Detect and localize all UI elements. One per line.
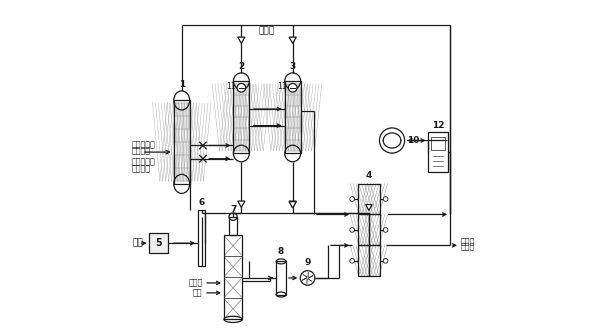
- Text: 空气: 空气: [132, 239, 143, 248]
- Bar: [198, 210, 205, 267]
- Bar: [358, 214, 379, 245]
- Text: 11: 11: [226, 81, 236, 91]
- Text: 5: 5: [155, 238, 162, 248]
- Text: 硫酸: 硫酸: [193, 288, 202, 297]
- Bar: [224, 235, 242, 319]
- Circle shape: [383, 259, 388, 263]
- Text: 3: 3: [289, 62, 296, 71]
- Bar: [358, 245, 379, 276]
- Text: 1: 1: [179, 80, 185, 89]
- Bar: [174, 101, 189, 184]
- Bar: [432, 137, 445, 150]
- Circle shape: [350, 259, 355, 263]
- Bar: [233, 81, 249, 154]
- Text: 低温甲醇洗: 低温甲醇洗: [132, 158, 156, 167]
- Text: 炬系统: 炬系统: [461, 242, 475, 252]
- Circle shape: [288, 84, 297, 92]
- Polygon shape: [238, 201, 245, 207]
- Polygon shape: [289, 201, 296, 207]
- Polygon shape: [238, 37, 245, 43]
- Text: 工艺尾气: 工艺尾气: [132, 164, 151, 173]
- Polygon shape: [289, 202, 296, 208]
- Polygon shape: [366, 204, 372, 210]
- Polygon shape: [289, 37, 296, 43]
- Text: 低温甲醇洗: 低温甲醇洗: [132, 140, 156, 149]
- Text: 6: 6: [198, 198, 205, 207]
- Text: 12: 12: [432, 121, 445, 130]
- Bar: [285, 81, 301, 154]
- Text: 10: 10: [407, 136, 420, 145]
- Bar: [229, 217, 237, 235]
- Text: 9: 9: [304, 259, 311, 267]
- Bar: [358, 184, 379, 214]
- Text: 8: 8: [278, 247, 284, 256]
- Text: 4: 4: [366, 171, 372, 180]
- Bar: [429, 132, 448, 172]
- Text: 工艺尾气: 工艺尾气: [132, 146, 151, 155]
- Circle shape: [383, 227, 388, 232]
- Bar: [149, 233, 168, 253]
- Circle shape: [237, 84, 246, 92]
- Circle shape: [383, 197, 388, 201]
- Text: 7: 7: [230, 205, 236, 214]
- Text: 冷却水: 冷却水: [259, 27, 275, 36]
- Text: 排入火: 排入火: [461, 237, 475, 246]
- Bar: [276, 262, 286, 295]
- Circle shape: [350, 197, 355, 201]
- Text: 自来水: 自来水: [188, 279, 202, 288]
- Circle shape: [350, 227, 355, 232]
- Text: 2: 2: [238, 62, 244, 71]
- Text: 11: 11: [277, 81, 287, 91]
